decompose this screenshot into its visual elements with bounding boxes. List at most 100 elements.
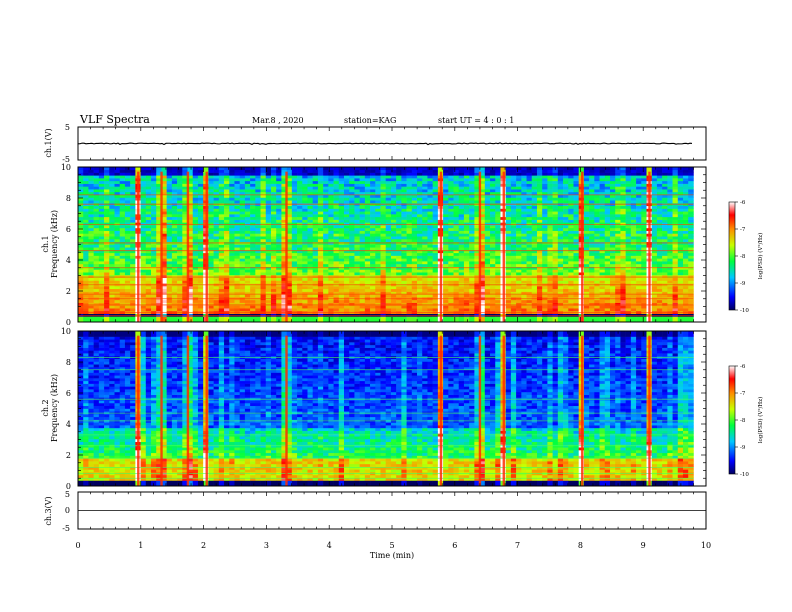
spectrogram-cell (307, 305, 314, 309)
spectrogram-cell (422, 272, 428, 276)
spectrogram-cell (104, 208, 110, 212)
spectrogram-cell (333, 230, 340, 234)
spectrogram-cell (364, 302, 371, 306)
spectrogram-cell (349, 169, 355, 173)
spectrogram-cell (260, 255, 267, 259)
spectrogram-cell (192, 308, 199, 312)
spectrogram-cell (224, 180, 230, 184)
spectrogram-cell (244, 169, 251, 173)
spectrogram-cell (208, 288, 214, 292)
spectrogram-cell (380, 219, 387, 223)
spectrogram-cell (104, 266, 110, 270)
spectrogram-cell (187, 288, 194, 292)
spectrogram-cell (526, 319, 533, 322)
spectrogram-cell (119, 308, 126, 312)
spectrogram-cell (109, 247, 115, 251)
spectrogram-cell (171, 299, 178, 303)
spectrogram-cell (521, 222, 527, 226)
spectrogram-cell (192, 244, 199, 248)
spectrogram-cell (323, 186, 329, 190)
spectrogram-cell (171, 167, 178, 171)
spectrogram-cell (484, 227, 491, 231)
spectrogram-cell (88, 219, 94, 223)
spectrogram-cell (307, 194, 314, 198)
spectrogram-cell (469, 316, 475, 320)
spectrogram-cell (463, 263, 470, 267)
spectrogram-cell (385, 219, 392, 223)
spectrogram-cell (224, 244, 230, 248)
spectrogram-cell (432, 225, 439, 229)
spectrogram-cell (161, 261, 167, 265)
spectrogram-cell (323, 191, 329, 195)
spectrogram-cell (182, 291, 188, 295)
spectrogram-cell (505, 294, 512, 298)
spectrogram-cell (286, 200, 293, 204)
spectrogram-cell (208, 222, 214, 226)
spectrogram-cell (448, 261, 454, 265)
spectrogram-cell (114, 313, 121, 317)
spectrogram-cell (78, 186, 84, 190)
spectrogram-cell (156, 233, 162, 237)
spectrogram-cell (255, 227, 261, 231)
spectrogram-cell (218, 302, 225, 306)
spectrogram-cell (130, 178, 136, 182)
spectrogram-cell (276, 277, 282, 281)
spectrogram-cell (197, 214, 204, 218)
spectrogram-cell (229, 263, 235, 267)
spectrogram-cell (328, 172, 334, 176)
spectrogram-cell (265, 308, 272, 312)
spectrogram-cell (291, 288, 298, 292)
spectrogram-cell (307, 189, 314, 193)
spectrogram-cell (495, 175, 501, 179)
spectrogram-cell (213, 186, 220, 190)
spectrogram-cell (161, 186, 167, 190)
spectrogram-cell (380, 255, 387, 259)
spectrogram-cell (213, 305, 220, 309)
spectrogram-cell (463, 255, 470, 259)
spectrogram-cell (229, 291, 235, 295)
spectrogram-cell (297, 178, 303, 182)
spectrogram-cell (521, 286, 527, 290)
spectrogram-cell (531, 308, 538, 312)
spectrogram-cell (109, 258, 115, 262)
spectrogram-cell (114, 288, 121, 292)
spectrogram-cell (484, 222, 491, 226)
spectrogram-cell (338, 269, 345, 273)
spectrogram-cell (88, 191, 94, 195)
spectrogram-cell (224, 302, 230, 306)
spectrogram-cell (265, 200, 272, 204)
spectrogram-cell (385, 172, 392, 176)
spectrogram-cell (375, 299, 381, 303)
spectrogram-cell (234, 250, 240, 254)
spectrogram-cell (250, 277, 256, 281)
spectrogram-cell (458, 302, 465, 306)
spectrogram-cell (98, 180, 105, 184)
spectrogram-cell (474, 294, 480, 298)
spectrogram-cell (166, 236, 173, 240)
spectrogram-cell (119, 214, 126, 218)
spectrogram-cell (270, 178, 277, 182)
spectrogram-cell (229, 299, 235, 303)
spectrogram-cell (187, 183, 194, 187)
spectrogram-cell (197, 280, 204, 284)
spectrogram-cell (224, 208, 230, 212)
spectrogram-cell (250, 263, 256, 267)
spectrogram-cell (224, 169, 230, 173)
spectrogram-cell (317, 261, 324, 265)
spectrogram-cell (229, 186, 235, 190)
spectrogram-cell (370, 191, 376, 195)
spectrogram-cell (297, 180, 303, 184)
spectrogram-cell (234, 247, 240, 251)
spectrogram-cell (521, 208, 527, 212)
spectrogram-cell (156, 205, 162, 209)
spectrogram-cell (469, 205, 475, 209)
spectrogram-cell (396, 266, 402, 270)
spectrogram-cell (187, 291, 194, 295)
spectrogram-cell (130, 208, 136, 212)
spectrogram-cell (474, 319, 480, 322)
spectrogram-cell (359, 227, 366, 231)
spectrogram-cell (260, 178, 267, 182)
spectrogram-cell (260, 219, 267, 223)
spectrogram-cell (177, 266, 183, 270)
spectrogram-cell (177, 175, 183, 179)
